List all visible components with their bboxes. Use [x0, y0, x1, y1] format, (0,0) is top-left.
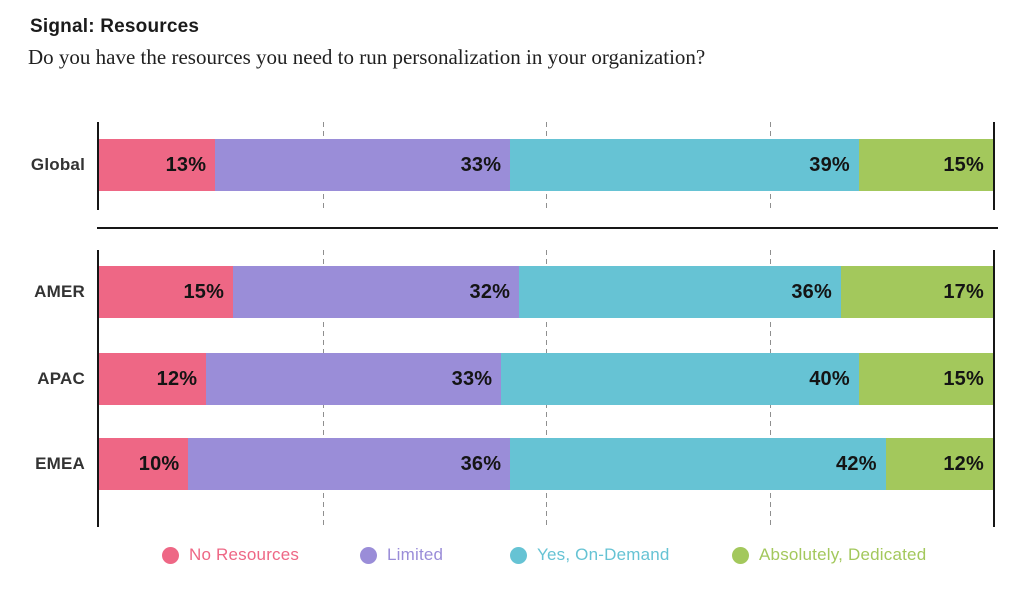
bar-segment-no-resources: 13%	[99, 139, 216, 191]
bar-segment-yes-on-demand: 39%	[510, 139, 859, 191]
legend-dot-icon	[732, 546, 749, 564]
segment-value-label: 36%	[460, 452, 502, 475]
bar-row-apac: APAC 12% 33% 40% 15%	[37, 353, 993, 405]
bar-segment-yes-on-demand: 40%	[501, 353, 859, 405]
bar-segment-yes-on-demand: 42%	[510, 438, 886, 490]
segment-value-label: 15%	[943, 367, 984, 390]
segment-value-label: 33%	[451, 367, 493, 390]
segment-value-label: 15%	[943, 153, 984, 176]
chart-title: Signal: Resources	[30, 16, 200, 37]
bar-segment-limited: 32%	[233, 266, 520, 318]
bar-row-emea: EMEA 10% 36% 42% 12%	[35, 438, 993, 490]
legend-item-absolutely-dedicated: Absolutely, Dedicated	[732, 545, 926, 565]
segment-value-label: 40%	[809, 367, 850, 390]
segment-value-label: 15%	[183, 280, 225, 303]
segment-value-label: 13%	[165, 153, 207, 176]
legend-dot-icon	[360, 546, 377, 564]
bar-segment-absolutely-dedicated: 12%	[885, 438, 993, 490]
legend-item-label: Limited	[387, 545, 444, 564]
legend-item-label: Yes, On-Demand	[537, 545, 670, 564]
segment-value-label: 39%	[809, 153, 850, 176]
global-bar-section: Global 13% 33% 39% 15%	[31, 122, 995, 210]
segment-value-label: 36%	[791, 280, 832, 303]
segment-value-label: 33%	[460, 153, 502, 176]
chart-subtitle: Do you have the resources you need to ru…	[28, 45, 706, 69]
legend-item-limited: Limited	[360, 545, 443, 565]
segment-value-label: 12%	[156, 367, 198, 390]
legend-item-no-resources: No Resources	[162, 545, 299, 565]
segment-value-label: 10%	[138, 452, 180, 475]
segment-value-label: 32%	[469, 280, 511, 303]
legend-dot-icon	[510, 546, 527, 564]
section-divider-line	[97, 227, 998, 229]
bar-segment-absolutely-dedicated: 15%	[858, 353, 993, 405]
segment-value-label: 12%	[943, 452, 984, 475]
bar-segment-limited: 36%	[188, 438, 511, 490]
bar-segment-limited: 33%	[215, 139, 511, 191]
bar-segment-absolutely-dedicated: 17%	[841, 266, 993, 318]
bar-segment-yes-on-demand: 36%	[519, 266, 841, 318]
row-label-amer: AMER	[34, 282, 85, 301]
bar-row-global: Global 13% 33% 39% 15%	[31, 139, 993, 191]
regions-bar-section: AMER 15% 32% 36% 17% APAC 12% 33% 40% 15% EMEA 10% 3…	[34, 250, 995, 527]
bar-segment-no-resources: 12%	[99, 353, 207, 405]
legend-item-yes-on-demand: Yes, On-Demand	[510, 545, 670, 565]
legend-item-label: Absolutely, Dedicated	[759, 545, 927, 564]
bar-segment-limited: 33%	[206, 353, 502, 405]
segment-value-label: 42%	[836, 452, 877, 475]
row-label-apac: APAC	[37, 369, 85, 388]
bar-segment-no-resources: 10%	[99, 438, 189, 490]
bar-segment-no-resources: 15%	[99, 266, 234, 318]
segment-value-label: 17%	[943, 280, 984, 303]
row-label-emea: EMEA	[35, 454, 85, 473]
legend: No Resources Limited Yes, On-Demand Absolut…	[0, 545, 1024, 567]
legend-item-label: No Resources	[189, 545, 300, 564]
legend-dot-icon	[162, 546, 179, 564]
bar-segment-absolutely-dedicated: 15%	[858, 139, 993, 191]
bar-row-amer: AMER 15% 32% 36% 17%	[34, 266, 993, 318]
row-label-global: Global	[30, 155, 85, 174]
